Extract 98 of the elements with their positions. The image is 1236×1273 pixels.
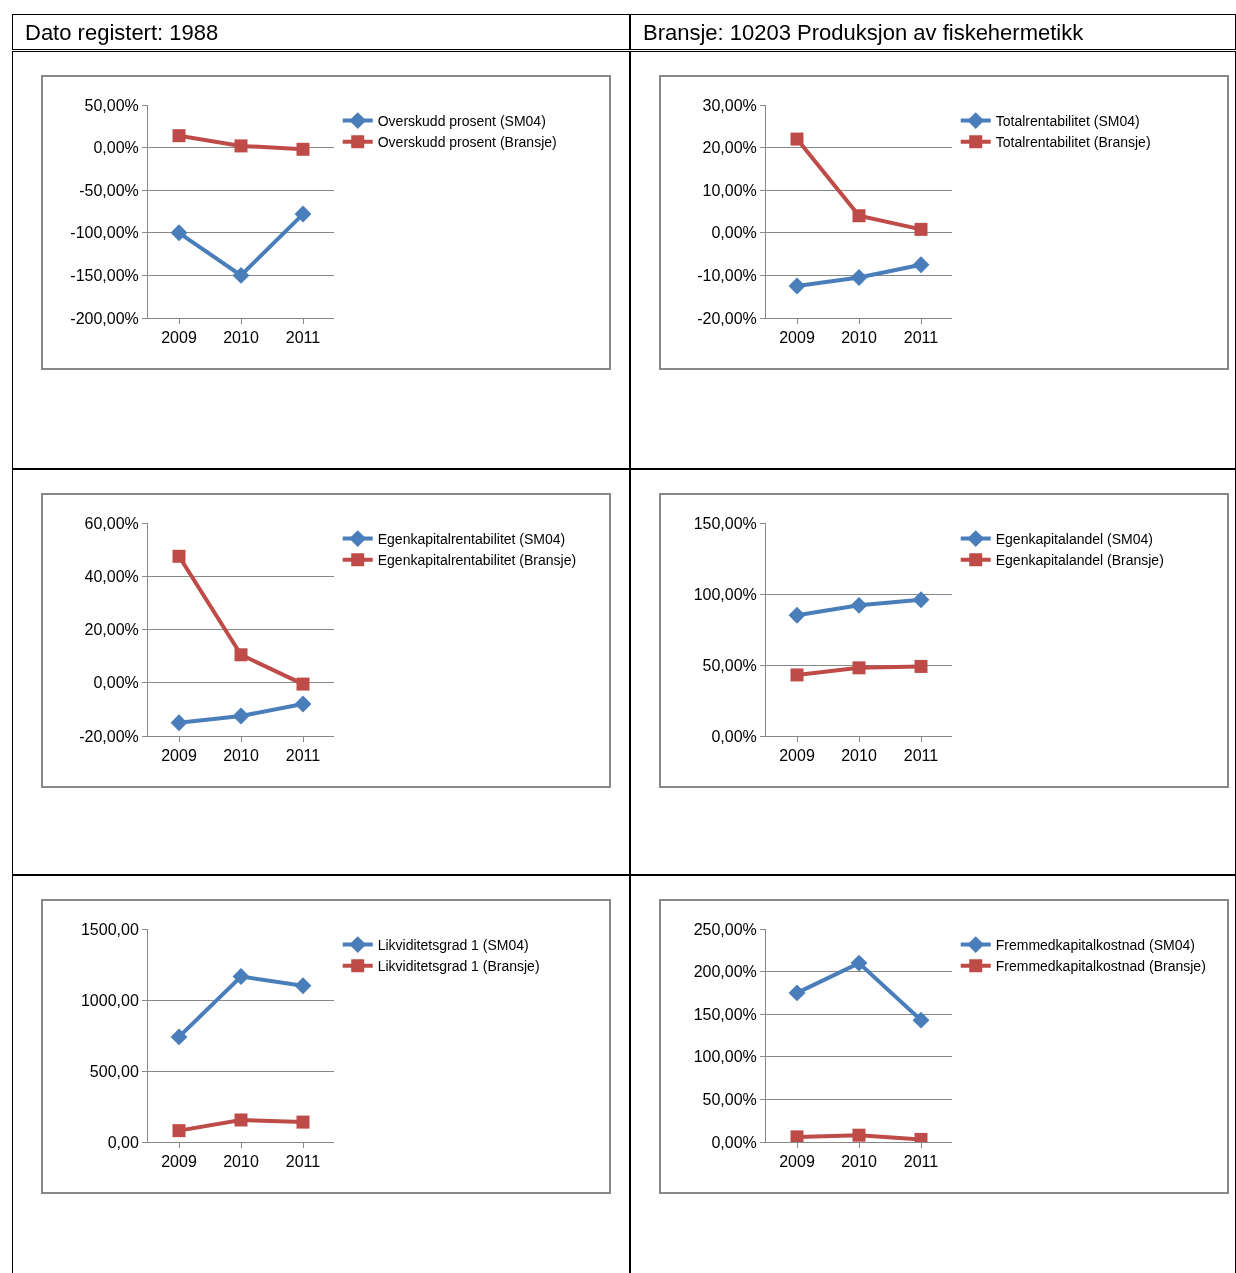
point	[294, 695, 312, 713]
y-tick-label: 50,00%	[84, 96, 139, 114]
x-tick-label: 2010	[223, 1153, 259, 1171]
x-tick-label: 2011	[903, 329, 939, 347]
y-tick-label: 150,00%	[693, 514, 757, 532]
legend-label: Fremmedkapitalkostnad (Bransje)	[995, 958, 1206, 975]
point	[852, 209, 866, 223]
x-tick-label: 2010	[841, 747, 877, 765]
y-tick-label: -20,00%	[79, 727, 139, 745]
y-tick-label: 200,00%	[693, 963, 757, 981]
point	[170, 1028, 188, 1046]
y-tick-label: 50,00%	[702, 656, 757, 674]
point	[852, 1128, 866, 1142]
y-tick-label: 50,00%	[702, 1091, 757, 1108]
x-tick-label: 2010	[841, 1153, 877, 1171]
legend-label: Fremmedkapitalkostnad (SM04)	[995, 937, 1195, 954]
y-tick-label: 100,00%	[693, 585, 757, 603]
point	[790, 1130, 804, 1142]
y-tick-label: 150,00%	[693, 1005, 757, 1023]
legend-label: Likviditetsgrad 1 (SM04)	[377, 937, 529, 954]
point	[294, 977, 312, 995]
y-tick-label: 40,00%	[84, 567, 139, 585]
point	[912, 256, 930, 274]
y-tick-label: 0,00%	[711, 727, 757, 745]
y-tick-label: -100,00%	[70, 224, 139, 242]
x-tick-label: 2009	[779, 1153, 815, 1171]
point	[296, 142, 310, 156]
x-tick-label: 2011	[903, 1153, 939, 1171]
point	[170, 224, 188, 242]
y-tick-label: 0,00%	[93, 674, 139, 692]
point	[172, 1124, 186, 1138]
point	[296, 1115, 310, 1129]
point	[232, 266, 250, 284]
x-tick-label: 2011	[285, 329, 321, 347]
point	[914, 659, 928, 673]
y-tick-label: -10,00%	[697, 267, 757, 284]
point	[788, 984, 806, 1002]
point	[914, 222, 928, 236]
point	[172, 549, 186, 563]
x-tick-label: 2011	[285, 1153, 321, 1171]
legend-label: Overskudd prosent (SM04)	[377, 113, 546, 130]
x-tick-label: 2009	[779, 329, 815, 347]
x-tick-label: 2009	[161, 747, 197, 765]
y-tick-label: 20,00%	[84, 621, 139, 639]
point	[172, 129, 186, 143]
y-tick-label: -200,00%	[70, 309, 139, 327]
point	[790, 132, 804, 146]
y-tick-label: 0,00%	[711, 224, 757, 242]
point	[234, 648, 248, 662]
point	[852, 661, 866, 675]
point	[788, 277, 806, 295]
x-tick-label: 2010	[223, 747, 259, 765]
point	[294, 205, 312, 223]
y-tick-label: 0,00	[107, 1133, 139, 1151]
point	[296, 677, 310, 691]
x-tick-label: 2010	[841, 329, 877, 347]
x-tick-label: 2009	[161, 329, 197, 347]
y-tick-label: 0,00%	[711, 1133, 757, 1151]
x-tick-label: 2011	[903, 747, 939, 765]
point	[850, 954, 868, 972]
point	[912, 591, 930, 609]
point	[850, 596, 868, 614]
legend-label: Egenkapitalrentabilitet (SM04)	[377, 531, 566, 548]
y-tick-label: 10,00%	[702, 181, 757, 199]
text: Bransje: 10203 Produksjon av fiskehermetikk	[630, 14, 1236, 50]
y-tick-label: -50,00%	[79, 181, 139, 199]
legend-label: Likviditetsgrad 1 (Bransje)	[377, 958, 540, 975]
y-tick-label: 20,00%	[702, 139, 757, 157]
point	[232, 707, 250, 725]
legend-label: Egenkapitalandel (SM04)	[995, 531, 1153, 548]
point	[234, 1113, 248, 1127]
legend-label: Egenkapitalandel (Bransje)	[995, 552, 1164, 569]
point	[850, 269, 868, 286]
legend-label: Egenkapitalrentabilitet (Bransje)	[377, 552, 577, 569]
x-tick-label: 2009	[161, 1153, 197, 1171]
text: Dato registert: 1988	[12, 14, 630, 50]
y-tick-label: 1500,00	[80, 920, 139, 938]
x-tick-label: 2010	[223, 329, 259, 347]
y-tick-label: 250,00%	[693, 920, 757, 938]
legend-label: Totalrentabilitet (SM04)	[995, 113, 1140, 130]
point	[790, 668, 804, 682]
y-tick-label: -20,00%	[697, 309, 757, 327]
point	[788, 606, 806, 624]
y-tick-label: 100,00%	[693, 1048, 757, 1066]
point	[232, 968, 250, 986]
legend-label: Overskudd prosent (Bransje)	[377, 134, 557, 151]
y-tick-label: -150,00%	[70, 267, 139, 284]
y-tick-label: 60,00%	[84, 514, 139, 532]
point	[912, 1011, 930, 1029]
legend-label: Totalrentabilitet (Bransje)	[995, 134, 1151, 151]
x-tick-label: 2009	[779, 747, 815, 765]
y-tick-label: 500,00	[89, 1062, 139, 1080]
y-tick-label: 0,00%	[93, 139, 139, 157]
y-tick-label: 30,00%	[702, 96, 757, 114]
y-tick-label: 1000,00	[80, 991, 139, 1009]
point	[170, 714, 188, 732]
point	[234, 139, 248, 153]
x-tick-label: 2011	[285, 747, 321, 765]
